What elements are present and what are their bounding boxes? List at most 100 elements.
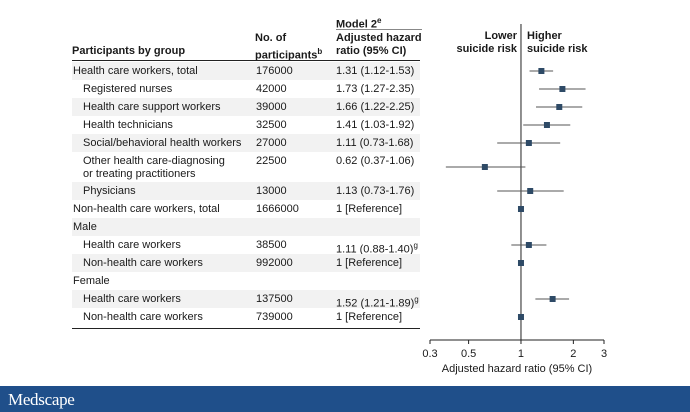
row-hazard-ratio: 1.11 (0.88-1.40)g	[336, 239, 418, 257]
row-hazard-ratio-text: 1.11 (0.88-1.40)	[336, 243, 414, 256]
count-header-line1: No. of	[255, 32, 287, 44]
header-rule	[72, 60, 420, 61]
row-participants: 27000	[256, 137, 287, 149]
row-participants: 13000	[256, 185, 287, 197]
row-hazard-ratio-text: 0.62 (0.37-1.06)	[336, 155, 415, 167]
row-label-line1: Male	[73, 221, 97, 233]
row-label-line1: Non-health care workers	[83, 257, 203, 269]
row-hazard-ratio: 1.73 (1.27-2.35)	[336, 83, 414, 96]
row-hazard-ratio: 1 [Reference]	[336, 311, 402, 324]
model-header-text: Model 2	[336, 18, 377, 31]
row-label: Health care workers	[83, 239, 181, 252]
row-label-line1: Other health care-diagnosing	[83, 155, 225, 167]
row-hazard-ratio: 1.52 (1.21-1.89)g	[336, 293, 419, 311]
row-label-line1: Non-health care workers, total	[73, 203, 220, 215]
row-label-line1: Social/behavioral health workers	[83, 137, 242, 149]
row-participants: 32500	[256, 119, 287, 131]
row-label: Male	[73, 221, 97, 234]
x-axis-label: Adjusted hazard ratio (95% CI)	[442, 363, 592, 375]
row-label: Social/behavioral health workers	[83, 137, 241, 150]
table-row-shade	[72, 254, 420, 272]
row-hazard-ratio: 0.62 (0.37-1.06)	[336, 155, 414, 168]
count-header-footnote: b	[317, 47, 323, 56]
hazard-ratio-marker	[527, 188, 534, 194]
row-label: Health care workers, total	[73, 65, 198, 78]
count-header-line2: participantsb	[255, 45, 322, 63]
row-label-line1: Health care workers	[83, 239, 181, 251]
hazard-ratio-marker	[517, 314, 524, 320]
forest-plot: 0.3 0.5 1 2 3 Adjusted hazard ratio (95% CI)	[422, 24, 607, 375]
row-label: Health technicians	[83, 119, 173, 132]
row-hazard-ratio: 1.11 (0.73-1.68)	[336, 137, 413, 150]
footer-bar: Medscape	[0, 386, 690, 412]
x-tick-label: 0.3	[422, 348, 437, 360]
count-header: No. of participantsb	[255, 32, 322, 63]
row-hazard-ratio: 1.66 (1.22-2.25)	[336, 101, 414, 114]
lower-risk-line1: Lower	[484, 30, 517, 42]
table-row-shade	[72, 182, 420, 200]
table-row-shade	[72, 98, 420, 116]
row-participants: 137500	[256, 293, 293, 305]
row-hazard-ratio-text: 1.66 (1.22-2.25)	[336, 101, 415, 113]
row-hazard-ratio-text: 1.73 (1.27-2.35)	[336, 83, 415, 95]
row-hazard-ratio-text: 1.41 (1.03-1.92)	[336, 119, 415, 131]
participants-header: Participants by group	[72, 45, 186, 57]
higher-risk-line2: suicide risk	[527, 43, 588, 55]
row-hazard-ratio-text: 1.52 (1.21-1.89)	[336, 297, 415, 310]
row-hazard-ratio: 1.41 (1.03-1.92)	[336, 119, 414, 132]
row-label-line1: Health care workers, total	[73, 65, 198, 77]
count-header-line2-text: participants	[255, 49, 318, 62]
hazard-ratio-marker	[525, 242, 532, 248]
hazard-ratio-marker	[549, 296, 556, 302]
row-label-line1: Health technicians	[83, 119, 173, 131]
hr-header: Adjusted hazard ratio (95% CI)	[336, 32, 422, 58]
row-label: Physicians	[83, 185, 136, 198]
row-hazard-ratio-text: 1.11 (0.73-1.68)	[336, 137, 414, 149]
row-hazard-ratio-text: 1.31 (1.12-1.53)	[336, 65, 415, 77]
row-hazard-ratio-text: 1.13 (0.73-1.76)	[336, 185, 415, 197]
table-row-shade	[72, 62, 420, 80]
row-label: Non-health care workers	[83, 311, 203, 324]
row-hazard-ratio: 1 [Reference]	[336, 257, 402, 270]
hazard-ratio-marker	[517, 260, 524, 266]
row-participants: 39000	[256, 101, 287, 113]
row-participants: 1666000	[256, 203, 299, 215]
row-participants: 176000	[256, 65, 293, 77]
row-label-line1: Female	[73, 275, 110, 287]
row-participants: 22500	[256, 155, 287, 167]
hazard-ratio-marker	[517, 206, 524, 212]
lower-risk-label: Lower suicide risk	[452, 30, 517, 56]
row-hazard-ratio: 1.31 (1.12-1.53)	[336, 65, 414, 78]
x-tick-label: 0.5	[461, 348, 476, 360]
row-participants: 739000	[256, 311, 293, 323]
medscape-logo: Medscape	[8, 390, 75, 409]
row-label-line1: Physicians	[83, 185, 136, 197]
table-row-shade	[72, 218, 420, 236]
hazard-ratio-marker	[559, 86, 566, 92]
row-label: Female	[73, 275, 110, 288]
hazard-ratio-marker	[556, 104, 563, 110]
hazard-ratio-marker	[525, 140, 532, 146]
higher-risk-label: Higher suicide risk	[527, 30, 588, 56]
row-label: Health care workers	[83, 293, 181, 306]
row-participants: 38500	[256, 239, 287, 251]
table-row-shade	[72, 290, 420, 308]
row-label: Other health care-diagnosing or treating …	[83, 155, 225, 181]
hr-header-line2: ratio (95% CI)	[336, 45, 407, 57]
row-label-line1: Registered nurses	[83, 83, 173, 95]
row-label-line1: Health care support workers	[83, 101, 221, 113]
row-hazard-ratio: 1 [Reference]	[336, 203, 402, 216]
row-participants: 42000	[256, 83, 287, 95]
x-tick-label: 2	[570, 348, 576, 360]
row-hazard-ratio-footnote: g	[413, 241, 418, 250]
x-tick-label: 1	[518, 348, 524, 360]
hazard-ratio-marker	[481, 164, 488, 170]
row-label: Non-health care workers, total	[73, 203, 220, 216]
hazard-ratio-marker	[543, 122, 550, 128]
table-row-shade	[72, 134, 420, 152]
row-label-line1: Non-health care workers	[83, 311, 203, 323]
row-label-line2: or treating practitioners	[83, 168, 196, 180]
x-tick-label: 3	[601, 348, 607, 360]
model-header-footnote: e	[376, 16, 382, 25]
hazard-ratio-marker	[538, 68, 545, 74]
